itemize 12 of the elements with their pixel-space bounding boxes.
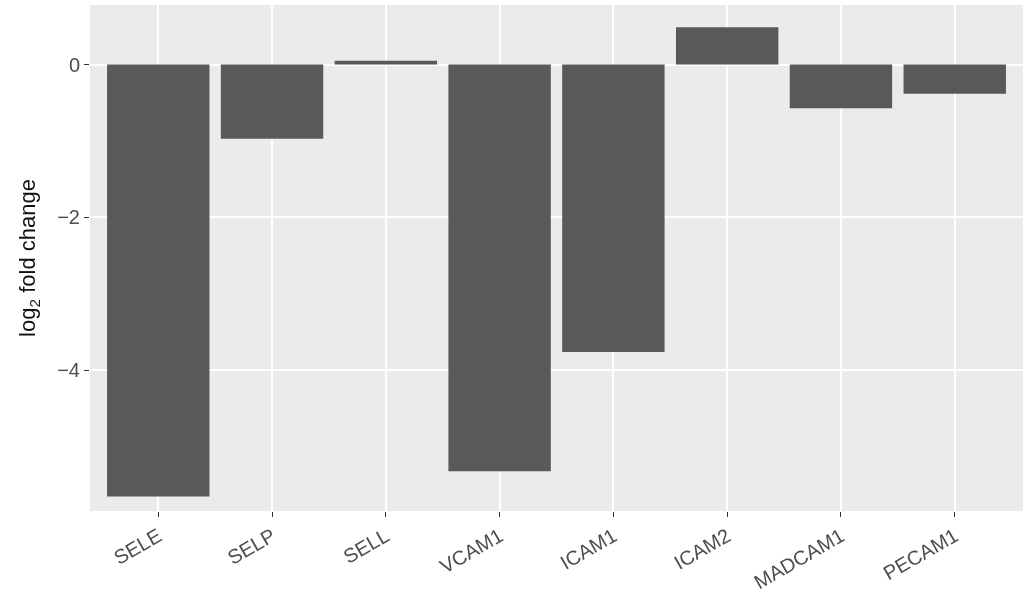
bar: [675, 27, 779, 65]
bar: [107, 64, 210, 497]
y-tick-label: −4: [57, 359, 80, 382]
bar: [562, 64, 665, 353]
y-tick-label: 0: [68, 53, 80, 76]
bar: [448, 64, 551, 472]
bar: [334, 60, 438, 65]
bar: [903, 64, 1006, 94]
y-tick-label: −2: [57, 206, 80, 229]
bar: [789, 64, 893, 109]
x-tick-label: SELL: [339, 524, 393, 568]
bar: [220, 64, 324, 139]
